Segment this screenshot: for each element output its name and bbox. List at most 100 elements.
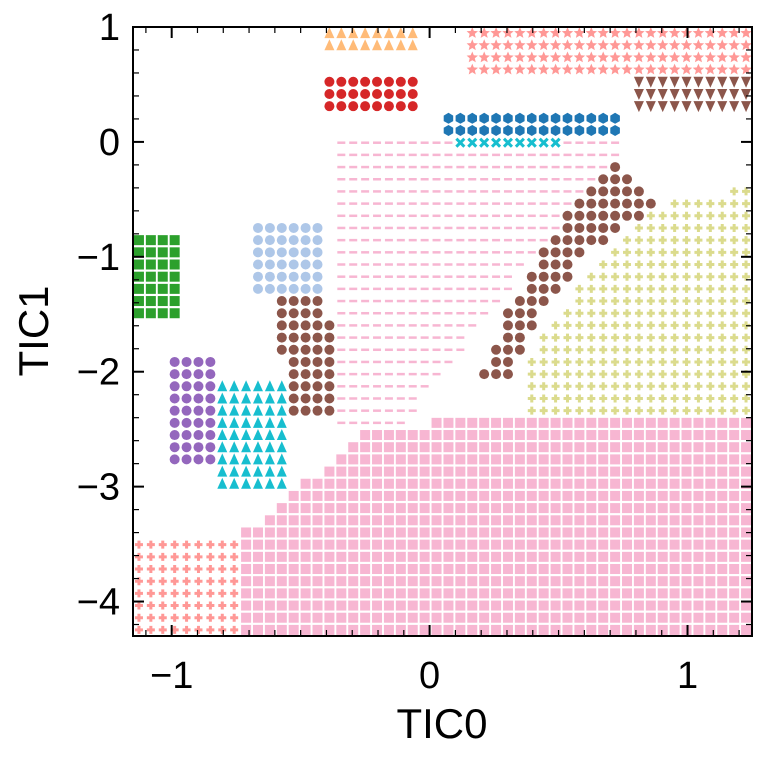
marker-square xyxy=(741,612,752,623)
marker-circle xyxy=(395,101,406,112)
marker-square xyxy=(241,588,252,599)
marker-square xyxy=(550,478,561,489)
marker-plus xyxy=(206,589,215,598)
marker-triangle-down xyxy=(717,88,728,100)
marker-square xyxy=(622,417,633,428)
marker-square xyxy=(669,564,680,575)
marker-square xyxy=(610,478,621,489)
marker-square xyxy=(157,308,168,319)
marker-square xyxy=(395,564,406,575)
marker-triangle xyxy=(276,404,287,416)
marker-plus xyxy=(182,613,191,622)
marker-circle xyxy=(562,210,573,221)
marker-square xyxy=(622,527,633,538)
marker-circle xyxy=(598,186,609,197)
marker-circle xyxy=(288,308,299,319)
marker-triangle xyxy=(276,429,287,441)
marker-plus xyxy=(575,321,584,330)
marker-hexagon xyxy=(503,112,513,124)
marker-square xyxy=(574,466,585,477)
marker-square xyxy=(705,478,716,489)
marker-square xyxy=(693,478,704,489)
marker-square xyxy=(693,539,704,550)
marker-plus xyxy=(634,309,643,318)
marker-triangle-down xyxy=(645,76,656,88)
marker-square xyxy=(705,466,716,477)
marker-plus xyxy=(706,345,715,354)
marker-square xyxy=(657,527,668,538)
marker-square xyxy=(300,564,311,575)
marker-plus xyxy=(182,565,191,574)
marker-square xyxy=(645,442,656,453)
marker-square xyxy=(705,515,716,526)
marker-plus xyxy=(730,260,739,269)
marker-square xyxy=(622,503,633,514)
marker-triangle-down xyxy=(669,101,680,113)
marker-circle xyxy=(372,101,383,112)
marker-plus xyxy=(646,297,655,306)
marker-square xyxy=(264,588,275,599)
marker-square xyxy=(598,466,609,477)
marker-square xyxy=(574,624,585,635)
marker-square xyxy=(514,539,525,550)
marker-plus xyxy=(623,284,632,293)
marker-square xyxy=(717,430,728,441)
marker-square xyxy=(383,612,394,623)
marker-square xyxy=(729,417,740,428)
marker-square xyxy=(645,466,656,477)
marker-square xyxy=(383,527,394,538)
marker-hexagon xyxy=(467,112,477,124)
marker-triangle xyxy=(241,453,252,465)
marker-square xyxy=(145,271,156,282)
marker-square xyxy=(431,588,442,599)
marker-circle xyxy=(574,247,585,258)
marker-square xyxy=(300,515,311,526)
marker-square xyxy=(693,490,704,501)
marker-star xyxy=(561,51,574,63)
marker-star xyxy=(526,51,538,63)
marker-circle xyxy=(205,454,216,465)
marker-x xyxy=(526,137,537,148)
marker-plus xyxy=(134,589,143,598)
marker-square xyxy=(598,588,609,599)
marker-square xyxy=(324,624,335,635)
marker-plus xyxy=(658,248,667,257)
marker-square xyxy=(586,466,597,477)
marker-square xyxy=(538,466,549,477)
marker-star xyxy=(621,63,633,75)
marker-square xyxy=(502,478,513,489)
marker-circle xyxy=(169,405,180,416)
marker-square xyxy=(705,588,716,599)
marker-square xyxy=(443,466,454,477)
marker-plus xyxy=(670,223,679,232)
marker-circle xyxy=(288,271,299,282)
marker-square xyxy=(645,551,656,562)
marker-star xyxy=(549,63,562,75)
marker-square xyxy=(443,539,454,550)
marker-square xyxy=(514,454,525,465)
marker-square xyxy=(705,430,716,441)
marker-square xyxy=(681,466,692,477)
marker-circle xyxy=(622,210,633,221)
marker-square xyxy=(395,515,406,526)
marker-circle xyxy=(550,235,561,246)
marker-circle xyxy=(264,235,275,246)
marker-star xyxy=(645,27,657,38)
marker-plus xyxy=(694,236,703,245)
marker-square xyxy=(729,564,740,575)
marker-square xyxy=(479,466,490,477)
marker-star xyxy=(549,51,562,63)
marker-circle xyxy=(252,235,263,246)
marker-circle xyxy=(312,308,323,319)
marker-plus xyxy=(730,406,739,415)
marker-square xyxy=(431,430,442,441)
marker-hexagon xyxy=(538,112,549,124)
marker-square xyxy=(479,442,490,453)
marker-square xyxy=(252,612,263,623)
marker-square xyxy=(645,612,656,623)
marker-square xyxy=(741,417,752,428)
marker-square xyxy=(407,588,418,599)
marker-triangle xyxy=(372,27,383,39)
marker-plus xyxy=(539,382,548,391)
marker-square xyxy=(169,247,180,258)
